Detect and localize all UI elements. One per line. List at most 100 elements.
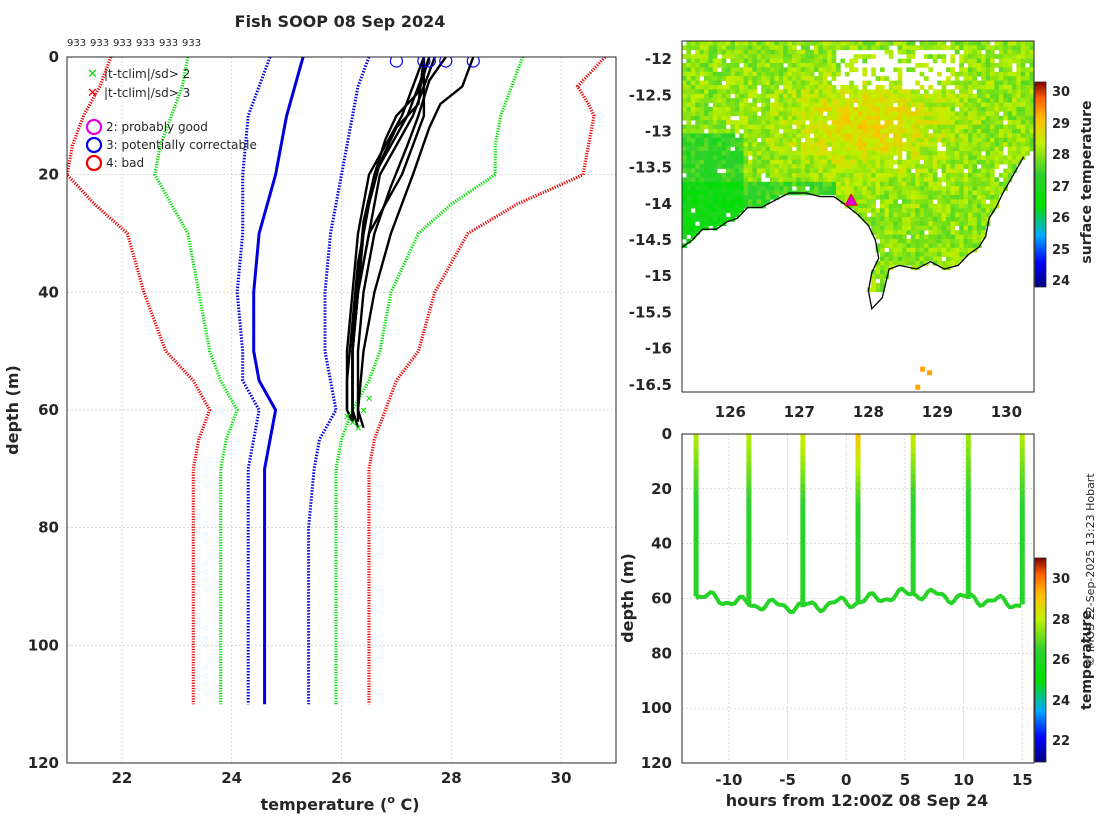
heatmap-cell: [853, 195, 859, 200]
heatmap-cell: [972, 151, 978, 156]
heatmap-cell: [721, 190, 727, 196]
heatmap-cell: [1016, 151, 1022, 156]
heatmap-cell: [809, 111, 815, 117]
heatmap-cell: [708, 151, 714, 156]
heatmap-cell: [946, 212, 951, 218]
heatmap-cell: [787, 155, 793, 161]
heatmap-cell: [849, 98, 854, 103]
heatmap-cell: [968, 151, 973, 156]
heatmap-cell: [708, 111, 714, 117]
heatmap-cell: [981, 71, 986, 77]
heatmap-cell: [941, 208, 947, 213]
heatmap-cell: [712, 76, 718, 81]
heatmap-cell: [1029, 98, 1034, 103]
heatmap-cell: [690, 89, 696, 95]
heatmap-cell: [717, 115, 722, 121]
heatmap-cell: [695, 177, 700, 183]
heatmap-cell: [972, 49, 978, 55]
time-x-tick-label: 5: [900, 771, 910, 789]
heatmap-cell: [827, 67, 832, 73]
heatmap-cell: [985, 45, 991, 51]
heatmap-cell: [752, 41, 758, 46]
heatmap-cell: [893, 181, 898, 187]
heatmap-cell: [730, 159, 736, 165]
heatmap-cell: [897, 45, 903, 51]
heatmap-cell: [840, 186, 846, 191]
heatmap-cell: [880, 234, 885, 240]
heatmap-cell: [800, 98, 806, 103]
heatmap-cell: [941, 142, 947, 147]
heatmap-cell: [1029, 63, 1034, 68]
heatmap-cell: [919, 142, 925, 147]
heatmap-cell: [954, 111, 960, 117]
heatmap-cell: [910, 195, 916, 200]
heatmap-cell: [778, 159, 784, 165]
heatmap-cell: [708, 217, 714, 222]
heatmap-cell: [932, 129, 938, 134]
heatmap-cell: [880, 247, 885, 253]
heatmap-cell: [919, 208, 925, 213]
heatmap-cell: [827, 93, 832, 99]
heatmap-cell: [871, 203, 876, 209]
heatmap-cell: [888, 111, 894, 117]
heatmap-cell: [787, 54, 793, 59]
heatmap-cell: [910, 199, 916, 205]
heatmap-cell: [739, 93, 744, 99]
heatmap-cell: [690, 164, 696, 169]
heatmap-cell: [774, 146, 780, 152]
heatmap-cell: [752, 181, 758, 187]
heatmap-cell: [875, 230, 881, 235]
heatmap-cell: [1020, 76, 1026, 81]
heatmap-cell: [866, 120, 872, 125]
heatmap-cell: [699, 203, 705, 209]
heatmap-cell: [990, 129, 995, 134]
heatmap-cell: [981, 111, 986, 117]
heatmap-cell: [1016, 129, 1022, 134]
heatmap-cell: [682, 111, 687, 117]
heatmap-cell: [708, 41, 714, 46]
heatmap-cell: [836, 115, 841, 121]
heatmap-cell: [1020, 41, 1026, 46]
heatmap-cell: [704, 225, 709, 231]
time-x-tick-label: -10: [715, 771, 742, 789]
heatmap-cell: [906, 41, 912, 46]
heatmap-cell: [932, 124, 938, 130]
heatmap-cell: [884, 217, 890, 222]
heatmap-cell: [1007, 98, 1013, 103]
heatmap-cell: [959, 124, 964, 130]
heatmap-cell: [704, 49, 709, 55]
heatmap-cell: [937, 195, 942, 200]
heatmap-cell: [708, 107, 714, 112]
heatmap-cell: [748, 146, 753, 152]
heatmap-cell: [968, 115, 973, 121]
heatmap-cell: [946, 230, 951, 235]
heatmap-cell: [1020, 98, 1026, 103]
heatmap-cell: [880, 217, 885, 222]
heatmap-cell: [884, 208, 890, 213]
heatmap-cell: [721, 124, 727, 130]
heatmap-cell: [809, 164, 815, 169]
heatmap-cell: [1029, 129, 1034, 134]
heatmap-cell: [919, 151, 925, 156]
heatmap-cell: [765, 146, 771, 152]
heatmap-cell: [1034, 67, 1039, 72]
heatmap-cell: [1025, 98, 1030, 103]
heatmap-cell: [920, 366, 926, 372]
flag-circle-marker: [389, 57, 403, 68]
heatmap-cell: [888, 190, 894, 196]
heatmap-cell: [836, 107, 841, 112]
heatmap-cell: [686, 129, 692, 134]
heatmap-cell: [756, 164, 762, 169]
heatmap-cell: [831, 155, 837, 161]
heatmap-cell: [954, 181, 960, 187]
heatmap-cell: [910, 243, 916, 249]
heatmap-cell: [712, 89, 718, 95]
heatmap-cell: [695, 67, 700, 73]
heatmap-cell: [880, 252, 885, 257]
heatmap-cell: [963, 76, 969, 81]
heatmap-cell: [712, 142, 718, 147]
heatmap-cell: [778, 190, 784, 196]
heatmap-cell: [946, 208, 951, 213]
heatmap-cell: [818, 181, 824, 187]
heatmap-cell: [946, 93, 951, 99]
